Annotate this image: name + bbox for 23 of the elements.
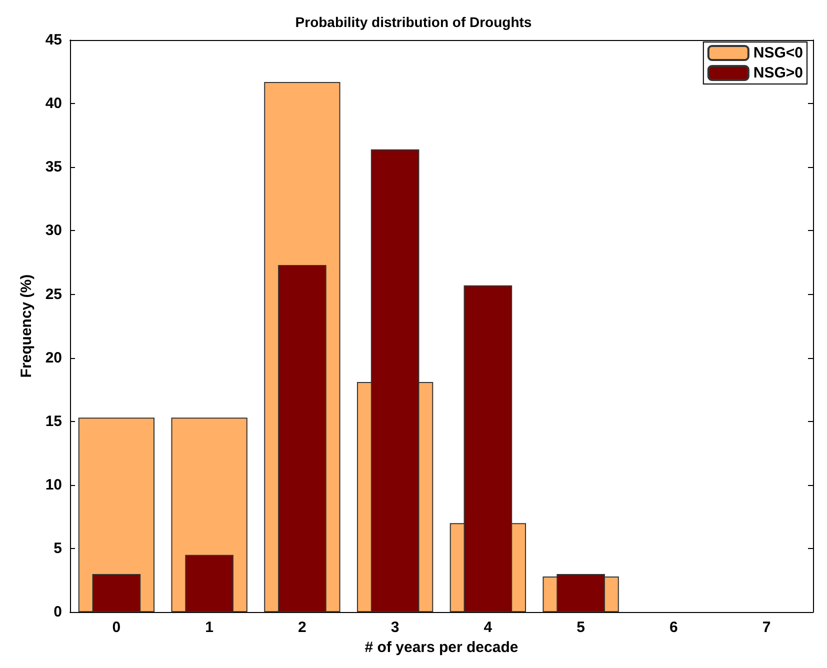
- y-axis-title: Frequency (%): [18, 274, 35, 378]
- x-tick-label: 4: [484, 619, 493, 636]
- x-tick-label: 2: [298, 619, 306, 636]
- x-tick-label: 7: [762, 619, 771, 636]
- chart-title: Probability distribution of Droughts: [295, 14, 532, 30]
- x-tick-label: 3: [390, 619, 400, 636]
- y-tick-label: 45: [45, 32, 62, 48]
- legend-label: NSG<0: [753, 44, 804, 62]
- y-tick-label: 5: [54, 540, 62, 558]
- y-tick-label: 20: [45, 349, 62, 366]
- y-tick-label: 0: [54, 604, 62, 621]
- y-tick-label: 15: [45, 412, 62, 430]
- x-tick-label: 6: [670, 619, 678, 636]
- y-tick-label: 40: [45, 95, 62, 112]
- y-tick-label: 30: [45, 222, 62, 240]
- y-tick-label: 10: [45, 476, 62, 494]
- x-tick-label: 0: [112, 619, 121, 636]
- x-tick-label: 1: [205, 619, 214, 636]
- y-tick-label: 25: [45, 286, 62, 303]
- x-tick-label: 5: [576, 619, 585, 636]
- legend-label: NSG>0: [753, 64, 804, 82]
- x-axis-title: # of years per decade: [364, 639, 518, 656]
- y-tick-label: 35: [45, 158, 62, 176]
